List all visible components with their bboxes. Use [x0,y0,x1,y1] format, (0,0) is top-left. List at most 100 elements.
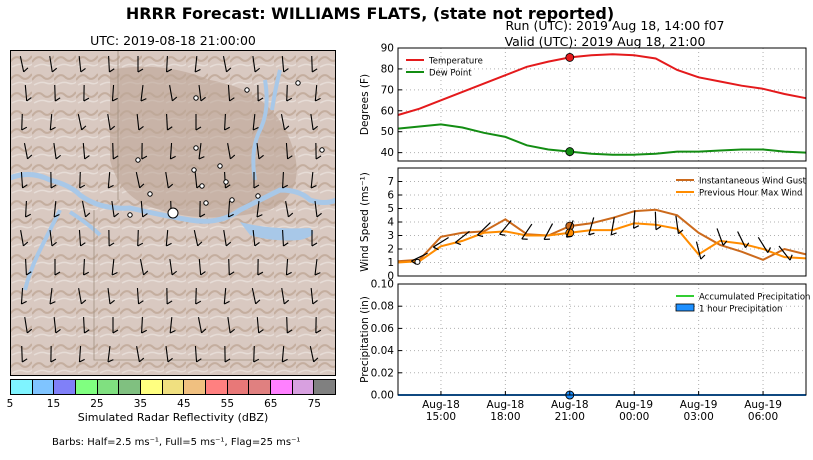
colorbar-tick-label: 65 [264,398,277,410]
station-marker [203,200,209,206]
wind-barb [108,229,115,247]
panel-frame [397,47,807,162]
wind-barb [285,201,294,218]
map-mountains [110,66,297,218]
wind-barb [78,345,85,363]
wind-barb [53,316,61,334]
y-tick-label: 5 [387,203,394,215]
map-river-main [10,172,336,224]
colorbar-tick-label: 35 [134,398,147,410]
wind-barb [107,171,114,189]
wind-barb [169,85,178,102]
wind-barb [257,258,264,276]
colorbar-cell [75,380,97,394]
y-tick-label: 1 [387,257,394,269]
station-marker [127,212,133,218]
station-marker [193,95,199,101]
wind-barb [107,287,115,305]
wind-barb [78,288,87,305]
wind-barb [137,229,144,247]
map-river-north [251,69,282,181]
x-tick-label-date: Aug-19 [744,399,782,411]
wind-barb [111,258,118,276]
y-tick-label: 40 [381,147,394,159]
wind-barb [286,316,293,334]
wind-barb [228,258,235,276]
time-wind-barb [654,211,662,231]
wind-barb [81,201,91,218]
x-tick-label-time: 18:00 [490,411,520,423]
wind-barb [198,258,206,276]
wind-barb [20,171,28,189]
wind-barb [224,345,231,363]
colorbar-cell [161,380,184,394]
wind-barb [310,114,318,131]
time-wind-barb [454,230,470,246]
x-tick-label-time: 03:00 [683,411,713,423]
wind-barb [25,200,31,218]
y-tick-label: 90 [381,43,394,55]
x-tick-label-date: Aug-19 [680,399,718,411]
wind-barb [49,56,58,73]
station-marker [295,80,301,86]
y-tick-label: 0.02 [371,367,394,379]
time-wind-barb [716,228,728,246]
series-line-1 [397,53,807,116]
y-tick-label: 7 [387,176,394,188]
valid-time-label: Valid (UTC): 2019 Aug 18, 21:00 [504,34,706,49]
wind-barb [77,114,87,131]
y-tick-label: 0.00 [371,390,394,402]
colorbar-tick-label: 15 [47,398,60,410]
wind-barb [112,142,119,160]
wind-barb [24,84,32,102]
legend-label: Accumulated Precipitation [699,293,810,303]
wind-barb [252,113,259,131]
legend-label: Dew Point [429,69,472,79]
wind-barb [281,288,290,305]
station-marker [135,157,141,163]
station-marker [255,193,261,199]
wind-barb [253,172,260,189]
wind-barb [166,55,172,73]
wind-barb [107,345,114,363]
wind-barb [224,113,230,131]
wind-barb [194,55,201,73]
colorbar-ticks: 5 15 25 35 45 55 65 75 [7,398,321,410]
time-wind-barb [477,222,491,238]
series-line-2 [397,123,807,156]
wind-barb [139,259,149,276]
wind-barb [280,114,290,131]
station-markers [127,80,325,218]
panel-frame [397,283,807,396]
wind-barb [112,317,119,334]
x-tick-label-date: Aug-18 [487,399,525,411]
wind-barb [20,230,29,247]
wind-barb [252,229,260,247]
y-axis-label: Degrees (F) [359,74,371,135]
map-boundary-vertical [93,210,336,361]
wind-barb [223,287,230,305]
wind-barb [83,84,90,102]
legend: Accumulated Precipitation 1 hour Precipit… [675,293,810,315]
x-tick-label-time: 21:00 [555,411,585,423]
wind-barb [285,142,293,160]
wind-barb [199,200,206,218]
y-axis-label: Precipitation (in) [359,296,371,383]
y-tick-label: 0.06 [371,323,395,335]
x-tick-label-time: 00:00 [619,411,649,423]
run-time-label: Run (UTC): 2019 Aug 18, 14:00 f07 [505,18,725,33]
wind-barb [53,200,60,218]
station-marker [229,197,235,203]
wind-barb [21,113,28,131]
wind-barb [53,143,61,160]
legend-label: Instantaneous Wind Gust [699,177,807,187]
time-wind-barb [610,217,617,236]
wind-barb [165,229,172,247]
station-marker [147,191,153,197]
station-marker [217,163,223,169]
wind-barb [314,84,321,102]
wind-barb [286,84,293,102]
map-river-south [23,209,102,291]
time-wind-barb [432,237,449,251]
y-tick-label: 3 [387,230,394,242]
